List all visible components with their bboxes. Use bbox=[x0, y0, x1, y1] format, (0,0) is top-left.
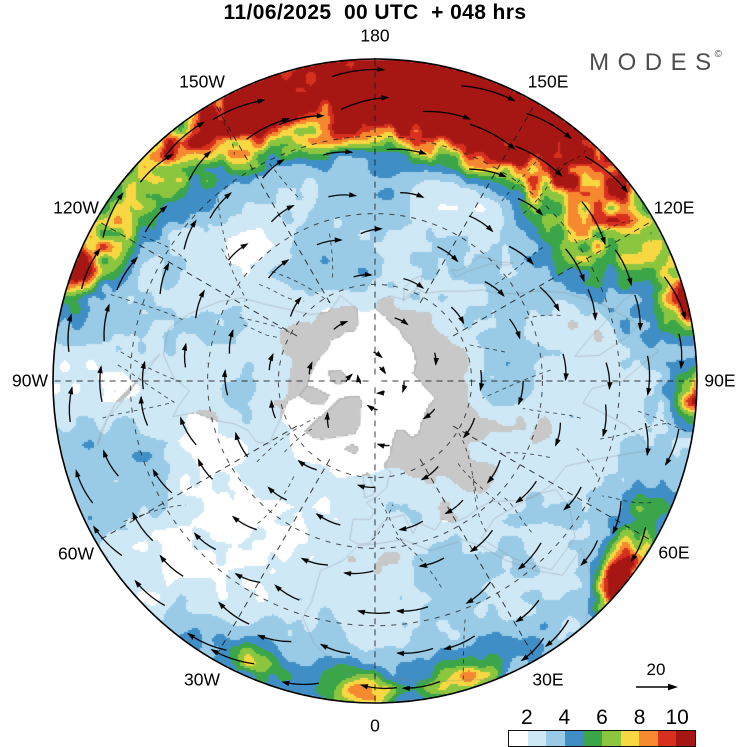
lon-label-30E: 30E bbox=[532, 669, 564, 690]
modes-logo-mark: © bbox=[714, 49, 722, 60]
modes-logo: MODES© bbox=[589, 49, 722, 77]
lon-label-180: 180 bbox=[360, 25, 390, 46]
lon-label-90E: 90E bbox=[704, 370, 736, 391]
page-title: 11/06/2025 00 UTC + 048 hrs bbox=[223, 1, 527, 24]
colorbar-segment-2 bbox=[527, 731, 547, 746]
colorbar-segment-8 bbox=[639, 731, 658, 746]
lon-label-150E: 150E bbox=[527, 71, 569, 92]
colorbar-segment-9 bbox=[657, 731, 677, 746]
lon-label-120W: 120W bbox=[53, 197, 99, 218]
colorbar-tick-8: 8 bbox=[633, 706, 646, 729]
lon-label-30W: 30W bbox=[184, 669, 220, 690]
colorbar-segment-7 bbox=[620, 731, 640, 746]
colorbar-segment-4 bbox=[564, 731, 584, 746]
colorbar-tick-4: 4 bbox=[558, 706, 571, 729]
lon-label-150W: 150W bbox=[179, 71, 225, 92]
reference-vector: 20 bbox=[631, 661, 681, 698]
colorbar-segment-1 bbox=[509, 731, 528, 746]
colorbar-tick-2: 2 bbox=[520, 706, 533, 729]
lon-label-60W: 60W bbox=[58, 543, 94, 564]
colorbar-segment-10 bbox=[676, 731, 695, 746]
colorbar-segment-6 bbox=[601, 731, 621, 746]
lon-label-0: 0 bbox=[370, 715, 380, 736]
reference-arrow-icon bbox=[636, 683, 678, 691]
colorbar: 2 4 6 8 10 bbox=[508, 706, 696, 747]
colorbar-ticks: 2 4 6 8 10 bbox=[508, 706, 696, 730]
lon-label-60E: 60E bbox=[658, 542, 690, 563]
reference-vector-label: 20 bbox=[646, 660, 666, 679]
lon-label-90W: 90W bbox=[12, 370, 48, 391]
colorbar-segment-5 bbox=[583, 731, 602, 746]
colorbar-segment-3 bbox=[546, 731, 565, 746]
modes-logo-text: MODES bbox=[589, 49, 720, 76]
colorbar-tick-6: 6 bbox=[596, 706, 608, 729]
colorbar-tick-10: 10 bbox=[665, 706, 689, 729]
lon-label-120E: 120E bbox=[653, 197, 695, 218]
colorbar-bar bbox=[508, 730, 696, 747]
